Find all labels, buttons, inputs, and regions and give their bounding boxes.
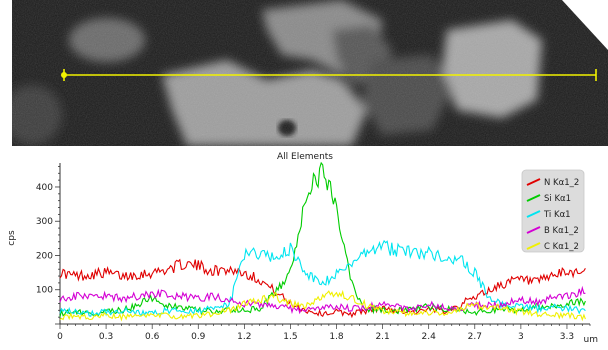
x-tick-label: 2.1 — [375, 332, 389, 342]
x-tick-label: 2.7 — [468, 332, 482, 342]
series-line-4 — [59, 289, 586, 322]
x-tick-label: 0.6 — [145, 332, 160, 342]
line-profile-chart: All Elements cps um 100 200 300 400 0 0.3 0.6 0… — [0, 148, 608, 345]
series-line-0 — [59, 258, 586, 319]
x-tick-label: 1.5 — [283, 332, 297, 342]
line-scan-marker[interactable] — [61, 69, 597, 81]
sem-micrograph — [12, 0, 608, 146]
x-tick-label: 3.3 — [560, 332, 574, 342]
y-tick-label: 400 — [36, 183, 53, 193]
legend-swatch — [526, 178, 541, 186]
legend-entry: Si Kα1 — [544, 194, 571, 204]
y-tick-label: 100 — [36, 286, 53, 296]
chart-title: All Elements — [277, 152, 333, 162]
chart-legend: N Kα1_2 Si Kα1 Ti Kα1 B Kα1_2 C Kα1_2 — [521, 169, 585, 253]
x-tick-label: 1.2 — [237, 332, 251, 342]
series-line-1 — [59, 161, 586, 317]
x-tick-label: 3 — [518, 332, 524, 342]
legend-swatch — [526, 210, 541, 218]
x-tick-label: 0.3 — [99, 332, 113, 342]
legend-swatch — [526, 242, 541, 250]
y-axis-label: cps — [7, 230, 17, 246]
legend-entry: N Kα1_2 — [544, 178, 579, 188]
legend-entry: Ti Kα1 — [543, 210, 571, 220]
legend-swatch — [526, 226, 541, 234]
legend-swatch — [526, 194, 541, 202]
legend-box — [521, 169, 585, 253]
x-tick-label: 0.9 — [191, 332, 206, 342]
x-tick-label: 1.8 — [329, 332, 344, 342]
x-axis-label: um — [584, 335, 598, 345]
y-tick-label: 300 — [36, 217, 53, 227]
x-tick-label: 2.4 — [422, 332, 437, 342]
legend-entry: C Kα1_2 — [544, 242, 579, 252]
legend-entry: B Kα1_2 — [544, 226, 579, 236]
y-tick-label: 200 — [36, 251, 53, 261]
x-tick-label: 0 — [57, 332, 63, 342]
